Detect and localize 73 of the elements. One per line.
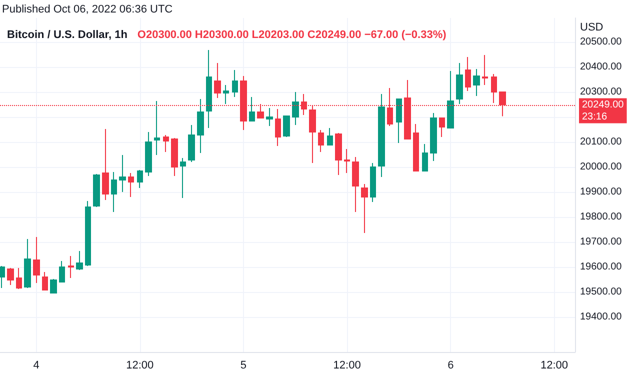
y-axis-title: USD [580,22,604,34]
candlestick [396,98,402,144]
candlestick [171,138,178,176]
candlestick [491,74,497,104]
candlestick [85,200,91,266]
candlestick [370,162,376,202]
candlestick [16,268,22,290]
ref-line-label: 20249.00 23:16 [582,99,624,122]
y-tick-label: 20100.00 [580,136,622,148]
x-tick-label: 4 [33,360,40,372]
candlestick [33,236,40,284]
candlestick [93,174,100,208]
candlestick [24,238,31,288]
candlestick [482,54,488,86]
candlestick [76,250,83,270]
candlestick [50,278,57,294]
candlestick [266,108,273,126]
candlestick [283,116,290,138]
x-tick-label: 12:00 [126,360,154,372]
y-tick-label: 19600.00 [580,262,622,272]
y-tick-label: 19500.00 [580,286,622,298]
x-tick-label: 12:00 [540,360,568,372]
text: Bitcoin / U.S. Dollar, 1h [7,29,128,41]
candlestick [430,112,437,162]
candlestick [318,130,324,152]
candlestick [145,132,152,176]
candlestick [378,94,385,178]
candlestick [275,108,281,146]
candlestick [214,62,221,98]
candlestick [102,128,109,200]
candlestick [59,260,65,282]
candlestick [352,156,359,212]
y-tick-label: 19400.00 [580,312,622,322]
candlestick [128,172,134,198]
y-tick-label: 20000.00 [580,162,622,172]
candlestick [465,56,471,92]
text: O20300.00 H20300.00 L20203.00 C20249.00 −67.00 (−0.33%) [137,29,447,41]
candlestick [7,268,14,286]
y-tick-label: 20300.00 [580,86,622,98]
candlestick [119,154,126,192]
candlestick [42,272,48,290]
candlestick [154,100,160,156]
candlestick [456,62,463,104]
x-tick-label: 5 [240,360,247,372]
candlestick [447,70,454,128]
candlestick [413,124,419,172]
candlestick [223,84,229,104]
candlestick [206,50,212,128]
candlestick [327,128,333,146]
candlestick [249,96,255,122]
y-tick-label: 20400.00 [580,62,622,72]
x-tick-label: 12:00 [333,360,361,372]
candlestick [344,148,350,174]
candlestick [111,172,117,212]
candlestick [422,144,428,172]
candlestick [473,68,480,96]
candlestick [361,184,368,234]
candlestick [335,132,342,176]
candlestick [232,70,238,98]
candlestick [137,170,143,188]
y-tick-label: 19800.00 [580,212,622,222]
candlestick [197,98,204,154]
candlestick [68,256,74,278]
y-tick-label: 19900.00 [580,186,622,198]
candlestick [292,92,299,126]
text: Published Oct 06, 2022 06:36 UTC [2,4,173,16]
candlestick [188,124,195,162]
y-tick-label: 20500.00 [580,36,622,48]
candlestick [163,134,169,152]
candlestick [180,158,186,198]
candlestick [439,118,445,138]
x-tick-label: 6 [448,360,454,372]
y-tick-label: 19700.00 [580,236,622,248]
